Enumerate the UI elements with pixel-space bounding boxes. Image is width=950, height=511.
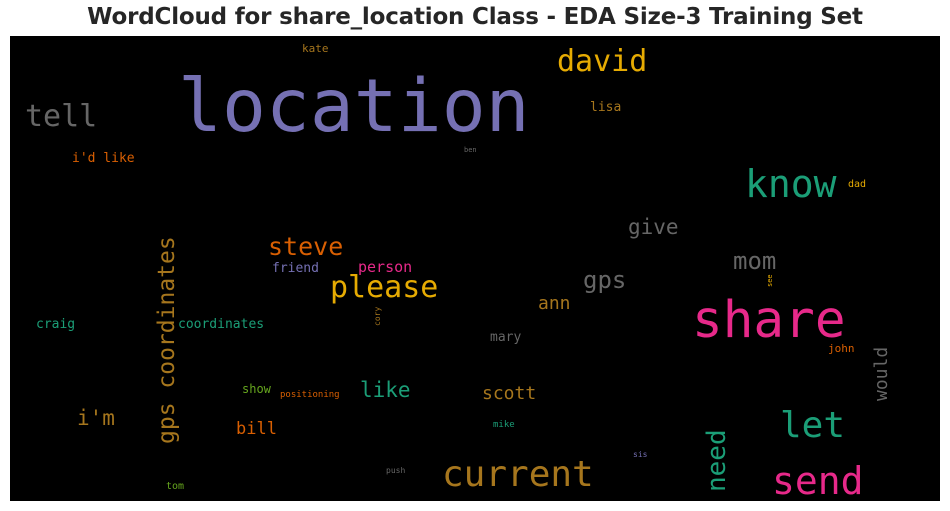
word-david: david: [557, 44, 647, 79]
wordcloud-svg: location share send current know let tell david…: [25, 42, 892, 501]
word-person: person: [358, 258, 412, 276]
word-craig: craig: [36, 317, 75, 332]
word-gps: gps: [583, 266, 626, 294]
word-location: location: [178, 64, 530, 149]
word-know: know: [745, 162, 837, 206]
chart-title: WordCloud for share_location Class - EDA…: [87, 4, 863, 30]
word-sis: sis: [633, 450, 648, 459]
word-would: would: [871, 347, 892, 401]
word-kate: kate: [302, 42, 329, 55]
word-gps-coordinates: gps coordinates: [154, 236, 180, 444]
word-i-m: i'm: [77, 406, 115, 430]
word-mike: mike: [493, 420, 515, 430]
word-mom: mom: [733, 247, 776, 275]
word-cory: cory: [373, 307, 382, 326]
word-push: push: [386, 466, 405, 475]
wordcloud-panel: location share send current know let tell david…: [10, 36, 940, 501]
word-dad: dad: [848, 179, 866, 190]
word-see: see: [766, 274, 774, 287]
word-ann: ann: [538, 293, 571, 314]
word-show: show: [242, 382, 272, 396]
word-tell: tell: [25, 99, 97, 134]
word-lisa: lisa: [590, 100, 621, 115]
word-send: send: [772, 459, 864, 501]
word-john: john: [828, 342, 855, 355]
word-coordinates: coordinates: [178, 317, 264, 332]
word-tom: tom: [166, 481, 184, 492]
word-give: give: [628, 215, 679, 239]
word-ben: ben: [464, 146, 477, 154]
word-current: current: [442, 454, 594, 495]
word-mary: mary: [490, 330, 521, 345]
word-positioning: positioning: [280, 390, 340, 400]
word-scott: scott: [482, 383, 536, 404]
word-i-d-like: i'd like: [72, 151, 135, 166]
word-share: share: [692, 291, 846, 350]
word-like: like: [360, 378, 411, 402]
word-friend: friend: [272, 261, 319, 276]
word-let: let: [780, 405, 845, 446]
word-need: need: [702, 429, 732, 492]
word-steve: steve: [268, 232, 343, 261]
word-please: please: [330, 270, 438, 305]
word-bill: bill: [236, 419, 277, 439]
